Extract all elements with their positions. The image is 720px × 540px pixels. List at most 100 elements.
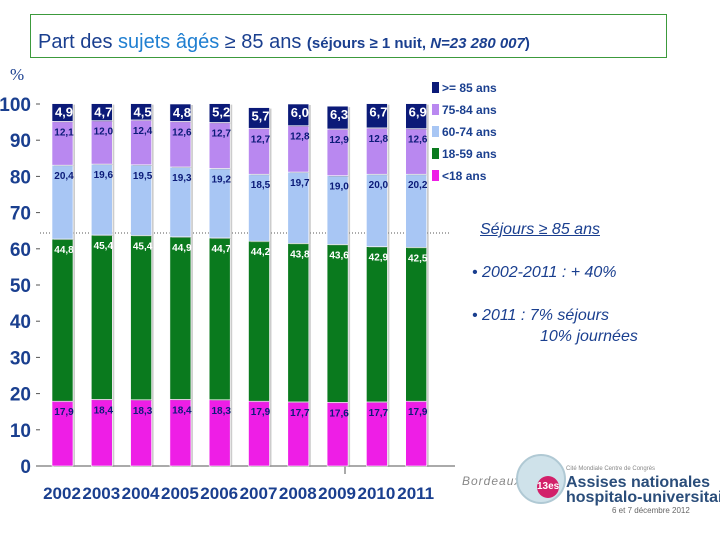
- bar-segment-s18-2005: [169, 236, 192, 400]
- data-label-s18-2005: 44,9: [172, 243, 192, 254]
- x-tick-label-2002: 2002: [43, 484, 81, 503]
- data-label-s0-2009: 17,6: [329, 408, 349, 419]
- assises-logo: Bordeaux 13es Cité Mondiale Centre de Co…: [462, 450, 720, 522]
- data-label-s18-2008: 43,8: [290, 249, 310, 260]
- bar-segment-s85-2009: [326, 105, 349, 130]
- logo-line-1: Assises nationales: [566, 474, 711, 491]
- note-bullet-1-text: 2002-2011 : + 40%: [482, 264, 617, 281]
- data-label-s75-2007: 12,7: [251, 134, 271, 145]
- bar-segment-s85-2008: [287, 103, 310, 127]
- note-bullet-2: • 2011 : 7% séjours: [472, 307, 609, 324]
- bar-segment-s85-2007: [248, 107, 270, 129]
- data-label-s85-2011: 6,9: [409, 105, 427, 120]
- data-label-s0-2011: 17,9: [408, 407, 428, 418]
- legend-swatch-s75: [432, 104, 439, 115]
- bar-segment-s18-2006: [208, 237, 231, 401]
- bar-segment-s85-2005: [169, 103, 192, 122]
- data-label-s75-2002: 12,1: [54, 127, 74, 138]
- y-unit-label: %: [10, 65, 24, 84]
- y-tick-label: 60: [10, 240, 31, 261]
- bar-segment-s85-2010: [366, 103, 388, 129]
- bar-segment-s85-2004: [130, 103, 152, 121]
- title-box: [30, 14, 667, 58]
- data-label-s60-2007: 18,5: [251, 180, 271, 191]
- data-label-s0-2007: 17,9: [251, 407, 271, 418]
- x-tick-label-2007: 2007: [240, 484, 278, 503]
- legend-swatch-s0: [432, 170, 439, 181]
- bar-segment-s18-2010: [366, 246, 388, 403]
- y-tick-label: 30: [10, 348, 31, 369]
- title-part4: (séjours ≥ 1 nuit,: [306, 35, 431, 52]
- data-label-s75-2008: 12,8: [290, 132, 310, 143]
- y-tick-label: 20: [10, 385, 31, 406]
- data-label-s60-2004: 19,5: [133, 171, 153, 182]
- logo-badge: 13es: [537, 476, 559, 498]
- data-label-s75-2006: 12,7: [211, 128, 231, 139]
- data-label-s0-2002: 17,9: [54, 407, 74, 418]
- title-part6: ): [524, 35, 530, 52]
- title-part1: Part des: [38, 31, 119, 53]
- data-label-s60-2010: 20,0: [369, 180, 389, 191]
- legend-label-s60: 60-74 ans: [442, 125, 497, 139]
- data-label-s85-2002: 4,9: [55, 105, 73, 120]
- bar-segment-s85-2002: [51, 103, 74, 122]
- data-label-s85-2007: 5,7: [251, 109, 269, 124]
- logo-city: Bordeaux: [462, 474, 522, 488]
- data-label-s18-2011: 42,5: [408, 253, 428, 264]
- y-tick-label: 10: [10, 421, 31, 442]
- legend-label-s85: >= 85 ans: [442, 81, 497, 95]
- legend-swatch-s60: [432, 126, 439, 137]
- data-label-s18-2004: 45,4: [133, 241, 153, 252]
- title-part5: N=23 280 007: [430, 35, 525, 52]
- bar-segment-s85-2011: [405, 103, 428, 129]
- x-tick-label-2006: 2006: [200, 484, 238, 503]
- data-label-s60-2008: 19,7: [290, 178, 310, 189]
- data-label-s75-2005: 12,6: [172, 127, 192, 138]
- data-label-s85-2005: 4,8: [173, 105, 191, 120]
- data-label-s60-2005: 19,3: [172, 173, 192, 184]
- bar-segment-s18-2003: [91, 234, 113, 400]
- legend-label-s18: 18-59 ans: [442, 147, 497, 161]
- legend-label-s0: <18 ans: [442, 169, 487, 183]
- x-tick-label-2005: 2005: [161, 484, 199, 503]
- legend-label-s75: 75-84 ans: [442, 103, 497, 117]
- y-tick-label: 70: [10, 204, 31, 225]
- x-tick-label-2004: 2004: [122, 484, 160, 503]
- y-tick-label: 100: [0, 95, 31, 116]
- note-heading: Séjours ≥ 85 ans: [480, 221, 600, 238]
- data-label-s85-2009: 6,3: [330, 107, 348, 122]
- data-label-s60-2002: 20,4: [54, 171, 74, 182]
- y-tick-label: 80: [10, 167, 31, 188]
- data-label-s85-2003: 4,7: [94, 105, 112, 120]
- bar-segment-s18-2009: [326, 244, 349, 403]
- logo-date: 6 et 7 décembre 2012: [612, 506, 690, 515]
- bar-segment-s18-2007: [248, 240, 270, 402]
- data-label-s60-2006: 19,2: [211, 174, 231, 185]
- data-label-s0-2008: 17,7: [290, 408, 310, 419]
- bar-segment-s18-2008: [287, 243, 310, 403]
- data-label-s85-2008: 6,0: [291, 105, 309, 120]
- data-label-s60-2009: 19,0: [329, 182, 349, 193]
- y-tick-label: 50: [10, 276, 31, 297]
- title-part3: ≥ 85 ans: [219, 31, 307, 53]
- data-label-s0-2003: 18,4: [94, 405, 114, 416]
- chart-title: Part des sujets âgés ≥ 85 ans (séjours ≥…: [38, 31, 530, 54]
- x-tick-label-2008: 2008: [279, 484, 317, 503]
- data-label-s85-2010: 6,7: [369, 105, 387, 120]
- x-tick-label-2010: 2010: [357, 484, 395, 503]
- title-part2: sujets âgés: [118, 31, 220, 53]
- data-label-s18-2003: 45,4: [94, 241, 114, 252]
- logo-venue: Cité Mondiale Centre de Congrès: [566, 466, 656, 472]
- note-bullet-3: 10% journées: [540, 328, 638, 345]
- legend-swatch-s18: [432, 148, 439, 159]
- x-tick-label-2009: 2009: [318, 484, 356, 503]
- data-label-s75-2004: 12,4: [133, 126, 153, 137]
- data-label-s85-2004: 4,5: [134, 105, 152, 120]
- data-label-s18-2009: 43,6: [329, 250, 349, 261]
- y-tick-label: 0: [20, 457, 31, 478]
- note-bullet-2-text: 2011 : 7% séjours: [482, 307, 609, 324]
- data-label-s0-2004: 18,3: [133, 406, 153, 417]
- logo-line-2: hospitalo-universitaires: [566, 489, 720, 506]
- data-label-s60-2011: 20,2: [408, 180, 428, 191]
- y-tick-label: 90: [10, 131, 31, 152]
